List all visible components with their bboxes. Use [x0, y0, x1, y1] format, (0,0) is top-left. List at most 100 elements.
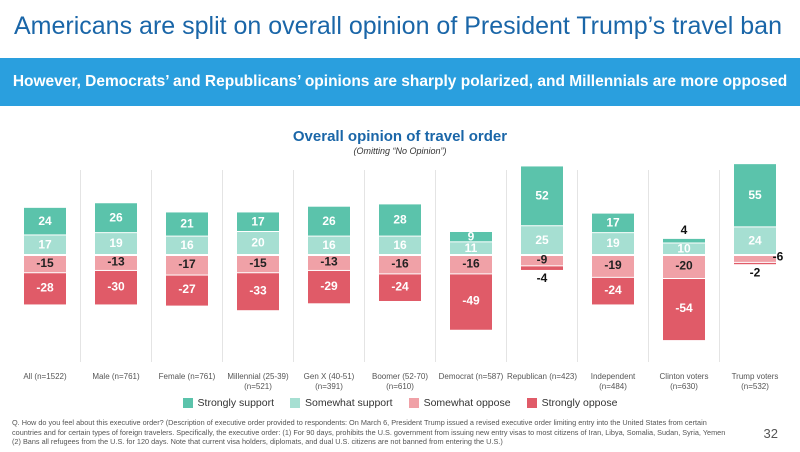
bar-segment: [24, 273, 66, 305]
data-label: -17: [178, 257, 196, 271]
bar-segment: [521, 266, 563, 270]
data-label: 19: [606, 236, 620, 250]
bar-segment: [308, 256, 350, 270]
bar-segment: [237, 256, 279, 273]
data-label: 10: [677, 241, 691, 255]
bar-segment: [592, 213, 634, 233]
data-label: -6: [773, 250, 784, 264]
slide-title: Americans are split on overall opinion o…: [14, 12, 782, 40]
bar-segment: [592, 233, 634, 254]
data-label: -15: [249, 256, 267, 270]
bar-segment: [95, 233, 137, 254]
x-tick-label: Independent (n=484): [590, 372, 636, 391]
x-tick-label: Boomer (52-70) (n=610): [371, 372, 429, 391]
x-tick-label: Republican (n=423): [506, 372, 578, 381]
data-label: -13: [320, 255, 338, 269]
bar-segment: [663, 238, 705, 243]
data-label: -13: [107, 255, 125, 269]
bar-segment: [308, 206, 350, 236]
data-label: 16: [322, 238, 336, 252]
data-label: -33: [249, 283, 267, 297]
legend-swatch: [526, 398, 537, 408]
bar-segment: [521, 256, 563, 266]
data-label: -49: [462, 294, 480, 308]
bar-segment: [237, 232, 279, 254]
data-label: -30: [107, 279, 125, 293]
data-label: 55: [748, 188, 762, 202]
x-tick-label: Female (n=761): [158, 372, 216, 381]
x-tick-label: Trump voters (n=532): [731, 372, 779, 391]
data-label: -28: [36, 281, 54, 295]
chart-title: Overall opinion of travel order: [292, 128, 508, 145]
bar-segment: [95, 256, 137, 270]
data-label: 24: [748, 233, 762, 247]
data-label: 9: [468, 229, 475, 243]
data-label: -24: [604, 283, 622, 297]
data-label: 24: [38, 214, 52, 228]
bar-segment: [237, 212, 279, 231]
bar-segment: [166, 212, 208, 236]
bar-segment: [379, 256, 421, 274]
legend-swatch: [408, 398, 419, 408]
bar-segment: [95, 270, 137, 305]
bar-segment: [450, 232, 492, 242]
bar-segment: [237, 273, 279, 311]
data-label: 4: [681, 223, 688, 237]
data-label: -24: [391, 279, 409, 293]
legend-item: Somewhat oppose: [408, 397, 511, 409]
page-number: 32: [763, 426, 778, 441]
data-label: 16: [393, 238, 407, 252]
bar-segment: [521, 166, 563, 226]
data-label: 17: [251, 214, 265, 228]
bar-segment: [166, 236, 208, 254]
bar-segment: [450, 242, 492, 254]
bar-segment: [592, 277, 634, 305]
legend-swatch: [290, 398, 301, 408]
data-label: 20: [251, 236, 265, 250]
bar-segment: [166, 256, 208, 275]
data-label: 17: [38, 237, 52, 251]
legend-label: Strongly support: [197, 397, 275, 409]
x-tick-label: Millennial (25-39) (n=521): [227, 372, 289, 391]
bar-segment: [450, 256, 492, 274]
data-label: -54: [675, 301, 693, 315]
data-label: 52: [535, 189, 549, 203]
data-label: -4: [537, 271, 548, 285]
bar-segment: [95, 203, 137, 233]
legend-item: Strongly oppose: [526, 397, 618, 409]
legend-label: Strongly oppose: [541, 397, 618, 409]
bar-segment: [379, 274, 421, 301]
bar-segment: [663, 279, 705, 341]
data-label: -9: [537, 252, 548, 266]
x-tick-label: Male (n=761): [92, 372, 140, 381]
legend-item: Somewhat support: [290, 397, 393, 409]
data-label: -27: [178, 282, 196, 296]
legend: Strongly support Somewhat support Somewhat…: [0, 397, 800, 409]
bar-segment: [24, 235, 66, 254]
data-label: 26: [322, 214, 336, 228]
bar-segment: [379, 236, 421, 254]
chart-subtitle: (Omitting “No Opinion”): [353, 146, 447, 156]
bar-segment: [308, 270, 350, 304]
legend-label: Somewhat oppose: [423, 397, 511, 409]
legend-item: Strongly support: [182, 397, 275, 409]
bar-segment: [734, 262, 776, 265]
bar-segment: [734, 164, 776, 227]
bar-segment: [450, 274, 492, 330]
data-label: 19: [109, 236, 123, 250]
data-label: -29: [320, 279, 338, 293]
data-label: 25: [535, 233, 549, 247]
legend-swatch: [182, 398, 193, 408]
data-label: -19: [604, 258, 622, 272]
data-label: 21: [180, 217, 194, 231]
bar-segment: [24, 207, 66, 235]
bar-segment: [24, 256, 66, 273]
x-tick-label: All (n=1522): [23, 372, 67, 381]
bar-segment: [734, 256, 776, 262]
bar-segment: [592, 256, 634, 277]
data-label: 11: [465, 241, 478, 255]
x-tick-label: Gen X (40-51) (n=391): [303, 372, 355, 391]
data-label: 17: [606, 216, 620, 230]
